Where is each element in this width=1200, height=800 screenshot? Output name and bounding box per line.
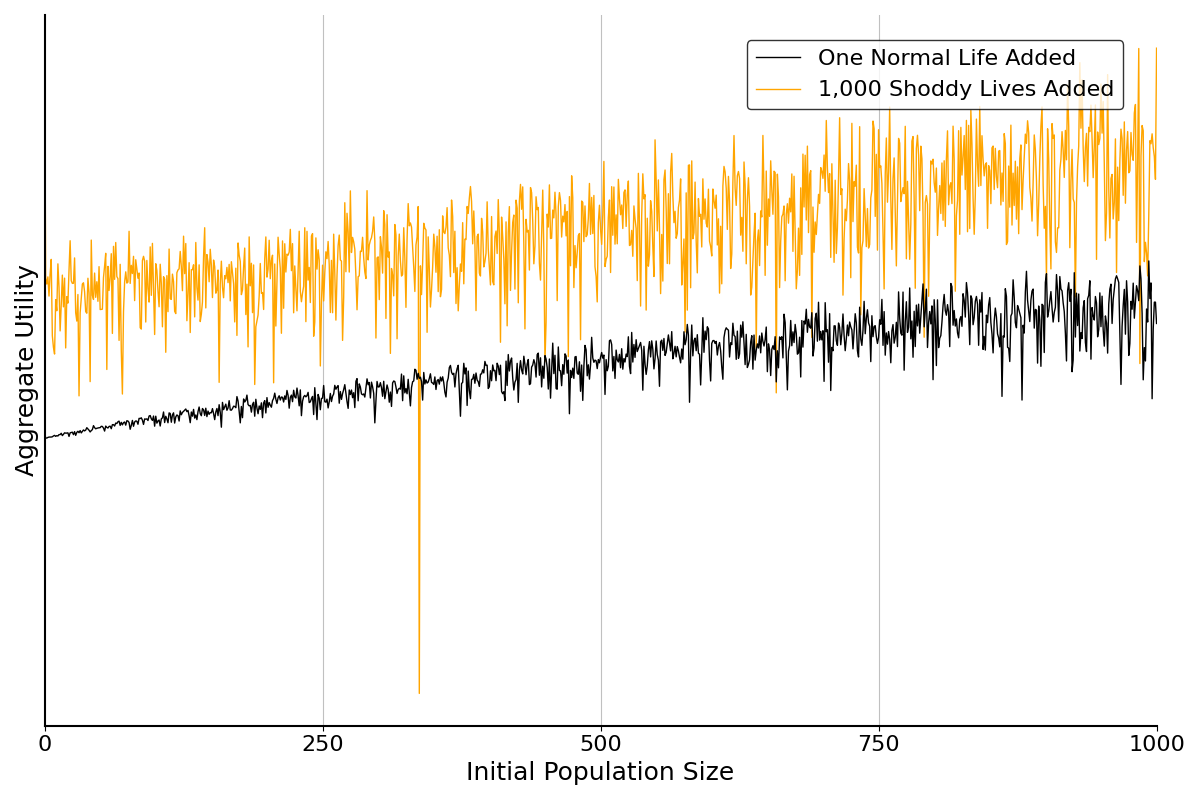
One Normal Life Added: [905, 316, 919, 326]
1,000 Shoddy Lives Added: [946, 122, 960, 131]
One Normal Life Added: [37, 428, 52, 438]
One Normal Life Added: [107, 420, 121, 430]
X-axis label: Initial Population Size: Initial Population Size: [467, 761, 734, 785]
Y-axis label: Aggregate Utility: Aggregate Utility: [14, 265, 38, 476]
1,000 Shoddy Lives Added: [905, 136, 919, 146]
1,000 Shoddy Lives Added: [37, 42, 52, 52]
1,000 Shoddy Lives Added: [1021, 128, 1036, 138]
Legend: One Normal Life Added, 1,000 Shoddy Lives Added: One Normal Life Added, 1,000 Shoddy Live…: [746, 40, 1123, 110]
One Normal Life Added: [1141, 256, 1156, 266]
One Normal Life Added: [264, 402, 278, 412]
One Normal Life Added: [1021, 306, 1036, 316]
One Normal Life Added: [1096, 325, 1110, 334]
Line: 1,000 Shoddy Lives Added: 1,000 Shoddy Lives Added: [44, 47, 1157, 694]
1,000 Shoddy Lives Added: [1150, 43, 1164, 53]
Line: One Normal Life Added: One Normal Life Added: [44, 261, 1157, 438]
One Normal Life Added: [40, 434, 54, 443]
One Normal Life Added: [946, 320, 960, 330]
1,000 Shoddy Lives Added: [263, 274, 277, 283]
1,000 Shoddy Lives Added: [412, 689, 426, 698]
1,000 Shoddy Lives Added: [1096, 97, 1110, 106]
1,000 Shoddy Lives Added: [106, 329, 120, 338]
One Normal Life Added: [1150, 318, 1164, 328]
